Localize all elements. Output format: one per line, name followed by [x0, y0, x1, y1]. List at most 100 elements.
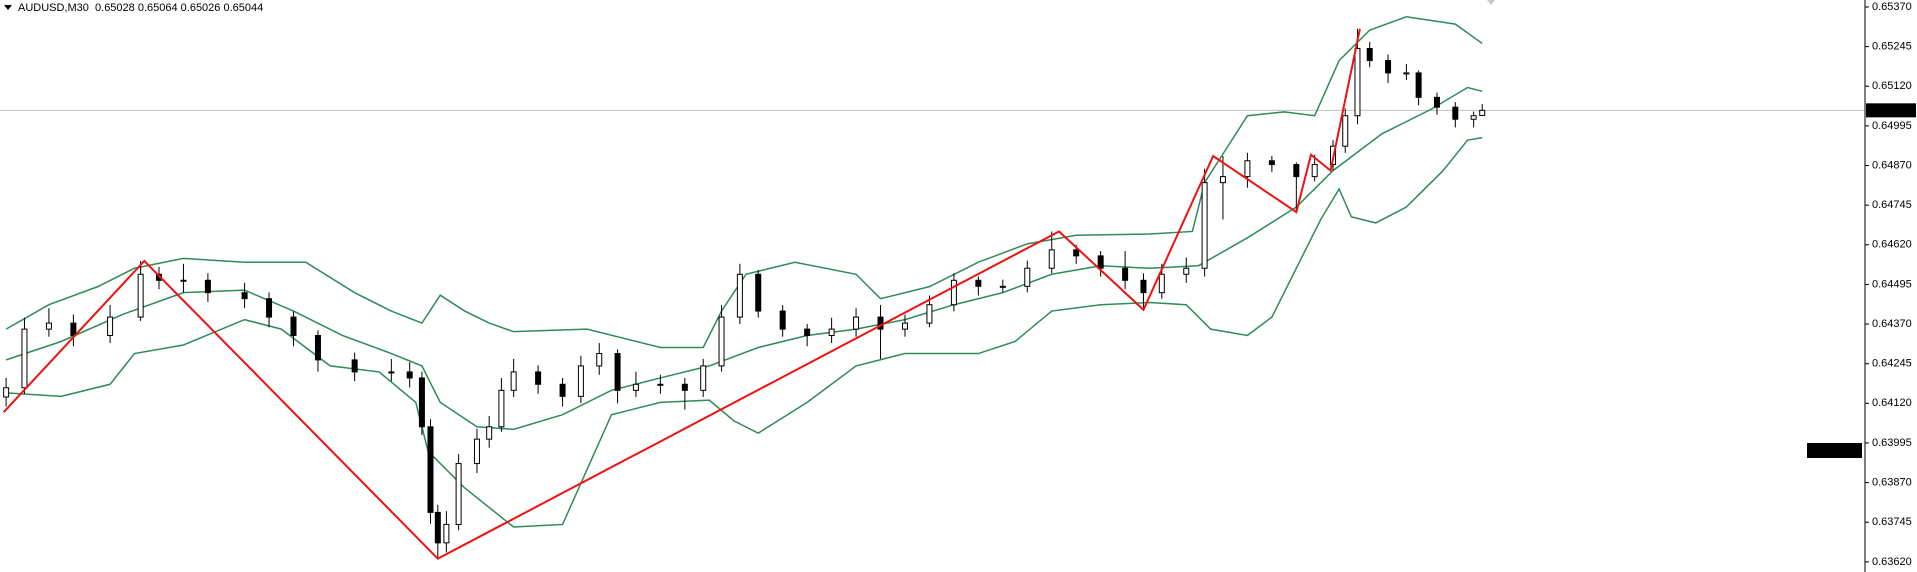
candle-body-down	[1293, 164, 1300, 178]
candle-body-down	[314, 334, 321, 361]
candle-body-down	[614, 353, 621, 391]
candle-body-up	[1470, 115, 1477, 120]
candle-body-up	[1183, 267, 1190, 275]
y-tick-label: 0.64120	[1872, 397, 1912, 409]
candle-body-down	[427, 426, 434, 513]
band-line	[5, 16, 1483, 349]
candle-body-up	[632, 383, 639, 391]
candle-body-up	[1479, 109, 1486, 116]
candle-body-up	[498, 389, 505, 428]
candle-body-up	[828, 328, 835, 336]
candle-body-up	[950, 279, 957, 306]
candle-body-down	[1385, 60, 1392, 74]
candle-body-up	[45, 322, 52, 330]
candle-body-up	[388, 371, 395, 374]
candle-body-down	[351, 359, 358, 373]
indicator-label: BB ON	[1817, 445, 1851, 457]
candle-body-up	[718, 316, 725, 367]
candle-body-up	[1311, 164, 1318, 178]
candle-body-down	[418, 377, 425, 428]
candle-body-up	[21, 328, 28, 389]
candle-body-down	[290, 316, 297, 336]
y-tick-label: 0.64620	[1872, 239, 1912, 251]
candle-body-down	[434, 511, 441, 544]
labels: 0.65370 0.65245 0.65120 0.64995 0.64870 0.647…	[1807, 1, 1916, 568]
candle-body-down	[1433, 96, 1440, 108]
current-price-box	[1866, 103, 1916, 118]
candle-body-down	[1097, 255, 1104, 269]
y-tick-label: 0.65370	[1872, 1, 1912, 13]
candle-body-up	[486, 426, 493, 440]
y-tick-label: 0.65120	[1872, 80, 1912, 92]
current-price-label: 0.65044	[1871, 104, 1911, 116]
axis-layer	[0, 6, 1869, 563]
candle-body-down	[1415, 72, 1422, 98]
candle-body-up	[1024, 267, 1031, 287]
y-tick-label: 0.64745	[1872, 199, 1912, 211]
band-line	[6, 136, 1483, 528]
candle-body-up	[657, 383, 664, 386]
candle-body-down	[559, 383, 566, 397]
y-tick-label: 0.63995	[1872, 437, 1912, 449]
candle-body-down	[1122, 267, 1129, 281]
candle-body-up	[700, 365, 707, 391]
shift-marker	[1487, 0, 1495, 5]
candle-body-up	[596, 353, 603, 367]
candle-body-up	[1201, 182, 1208, 269]
candle-body-up	[3, 387, 10, 398]
y-tick-label: 0.64870	[1872, 159, 1912, 171]
band-line	[5, 86, 1483, 431]
candle-body-down	[1366, 48, 1373, 62]
zigzag-layer	[2, 28, 1361, 560]
y-tick-label: 0.64995	[1872, 120, 1912, 132]
candle-body-down	[975, 279, 982, 287]
symbol-header: AUDUSD,M30 0.65028 0.65064 0.65026 0.650…	[18, 2, 263, 14]
candle-body-up	[577, 365, 584, 397]
candle-body-down	[1452, 106, 1459, 120]
candle-body-up	[926, 304, 933, 324]
candle-body-up	[1342, 115, 1349, 147]
indicator-box	[1807, 443, 1862, 458]
candle-body-up	[999, 285, 1006, 288]
candle-body-down	[70, 322, 77, 336]
candle-body-down	[779, 310, 786, 330]
candle-body-up	[473, 438, 480, 465]
y-tick-label: 0.64495	[1872, 278, 1912, 290]
zigzag-line	[2, 28, 1361, 560]
candle-body-up	[137, 273, 144, 318]
candle-body-down	[241, 292, 248, 300]
menu-triangle[interactable]	[4, 5, 12, 10]
candle-body-down	[535, 371, 542, 385]
candle-body-up	[1244, 160, 1251, 178]
candle-body-up	[1403, 72, 1410, 75]
y-tick-label: 0.64370	[1872, 318, 1912, 330]
candle-body-down	[1268, 160, 1275, 166]
candle-body-down	[681, 383, 688, 391]
y-tick-label: 0.63745	[1872, 516, 1912, 528]
bollinger-bands	[5, 16, 1483, 528]
candle-body-down	[204, 279, 211, 294]
candle-body-up	[736, 273, 743, 318]
y-tick-label: 0.63620	[1872, 556, 1912, 568]
candle-body-up	[853, 316, 860, 330]
candle-body-up	[510, 371, 517, 391]
candle-body-up	[901, 322, 908, 330]
y-tick-label: 0.65245	[1872, 41, 1912, 53]
y-tick-label: 0.64245	[1872, 358, 1912, 370]
candle-body-up	[1048, 249, 1055, 269]
candles	[3, 28, 1486, 559]
candle-body-up	[1354, 48, 1361, 117]
candle-body-down	[1073, 249, 1080, 257]
candle-body-down	[406, 371, 413, 379]
candle-body-down	[1140, 279, 1147, 294]
candle-body-down	[755, 273, 762, 312]
candle-body-up	[180, 279, 187, 282]
candle-body-up	[107, 316, 114, 336]
y-tick-label: 0.63870	[1872, 476, 1912, 488]
candle-body-down	[804, 328, 811, 336]
candle-body-down	[266, 298, 273, 318]
candle-body-up	[455, 463, 462, 525]
